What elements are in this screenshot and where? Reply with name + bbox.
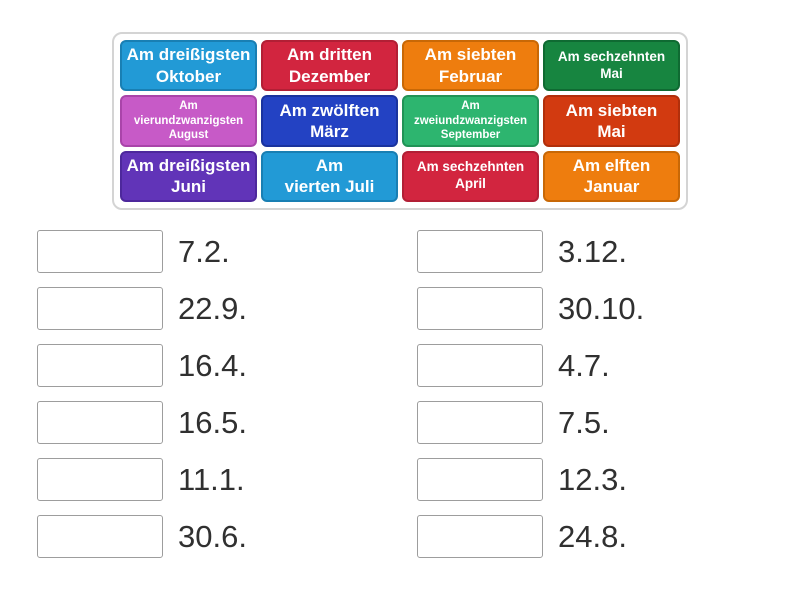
match-label: 30.10. — [558, 290, 645, 326]
match-slot-24-8[interactable] — [417, 515, 543, 558]
match-column-right: 3.12. 30.10. 4.7. 7.5. 12.3. 24.8. — [417, 230, 644, 572]
match-row: 12.3. — [417, 458, 644, 501]
match-label: 4.7. — [558, 347, 610, 383]
match-slot-3-12[interactable] — [417, 230, 543, 273]
match-label: 7.5. — [558, 404, 610, 440]
answer-tile-juni[interactable]: Am dreißigsten Juni — [120, 150, 257, 202]
answer-tile-oktober[interactable]: Am dreißigsten Oktober — [120, 40, 257, 92]
match-label: 12.3. — [558, 461, 627, 497]
answer-tile-juli[interactable]: Am vierten Juli — [261, 150, 398, 202]
match-slot-30-6[interactable] — [37, 515, 163, 558]
match-slot-11-1[interactable] — [37, 458, 163, 501]
match-label: 24.8. — [558, 518, 627, 554]
answer-tiles-panel: Am dreißigsten Oktober Am dritten Dezemb… — [112, 32, 688, 210]
match-label: 16.5. — [178, 404, 247, 440]
answer-tile-januar[interactable]: Am elften Januar — [543, 150, 680, 202]
answer-tile-februar[interactable]: Am siebten Februar — [402, 40, 539, 92]
match-row: 7.2. — [37, 230, 247, 273]
match-row: 22.9. — [37, 287, 247, 330]
answer-tile-mai-7[interactable]: Am siebten Mai — [543, 95, 680, 147]
match-row: 4.7. — [417, 344, 644, 387]
answer-tile-september[interactable]: Am zweiundzwanzigsten September — [402, 95, 539, 147]
match-slot-16-5[interactable] — [37, 401, 163, 444]
match-row: 16.5. — [37, 401, 247, 444]
answer-tile-maerz[interactable]: Am zwölften März — [261, 95, 398, 147]
match-label: 7.2. — [178, 233, 230, 269]
match-slot-16-4[interactable] — [37, 344, 163, 387]
match-row: 16.4. — [37, 344, 247, 387]
match-label: 16.4. — [178, 347, 247, 383]
answer-tile-mai-16[interactable]: Am sechzehnten Mai — [543, 40, 680, 92]
match-row: 24.8. — [417, 515, 644, 558]
answer-tile-dezember[interactable]: Am dritten Dezember — [261, 40, 398, 92]
match-row: 7.5. — [417, 401, 644, 444]
match-row: 3.12. — [417, 230, 644, 273]
match-slot-4-7[interactable] — [417, 344, 543, 387]
match-row: 30.6. — [37, 515, 247, 558]
match-slot-12-3[interactable] — [417, 458, 543, 501]
match-label: 30.6. — [178, 518, 247, 554]
answer-tile-august[interactable]: Am vierundzwanzigsten August — [120, 95, 257, 147]
match-row: 30.10. — [417, 287, 644, 330]
match-slot-22-9[interactable] — [37, 287, 163, 330]
match-label: 22.9. — [178, 290, 247, 326]
match-row: 11.1. — [37, 458, 247, 501]
match-label: 3.12. — [558, 233, 627, 269]
answer-tile-april[interactable]: Am sechzehnten April — [402, 150, 539, 202]
match-slot-7-2[interactable] — [37, 230, 163, 273]
match-slot-30-10[interactable] — [417, 287, 543, 330]
match-slot-7-5[interactable] — [417, 401, 543, 444]
match-label: 11.1. — [178, 461, 245, 497]
match-column-left: 7.2. 22.9. 16.4. 16.5. 11.1. 30.6. — [37, 230, 247, 572]
